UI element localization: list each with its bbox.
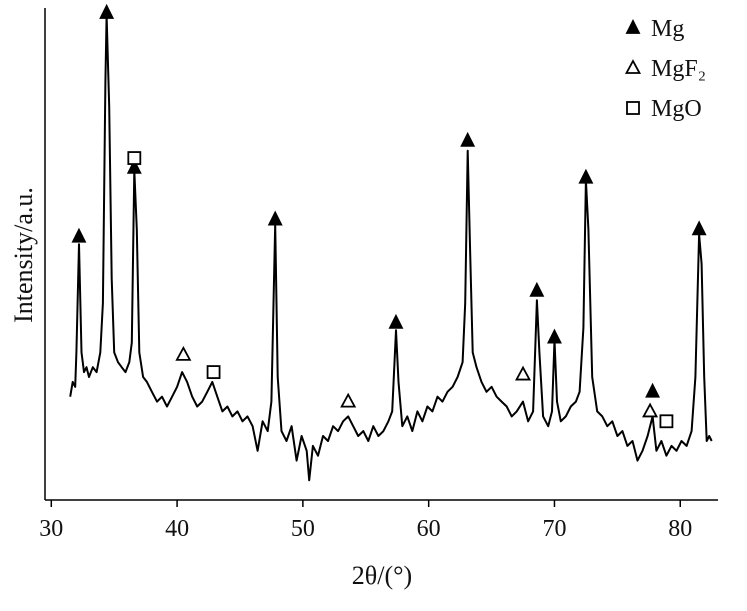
marker-mgo — [659, 414, 674, 429]
legend-label: MgO — [651, 96, 702, 122]
marker-mg — [691, 220, 707, 236]
marker-mg — [388, 313, 404, 329]
marker-mg — [625, 18, 641, 34]
marker-mg — [547, 328, 562, 344]
x-tick-label: 60 — [417, 516, 441, 542]
marker-mgf2 — [340, 392, 357, 408]
legend-label: MgF₂ — [651, 56, 706, 82]
marker-mgf2 — [642, 402, 659, 418]
legend-label: Mg — [651, 16, 684, 42]
marker-mg — [460, 131, 476, 147]
marker-mg — [578, 168, 594, 184]
x-axis-label: 2θ/(°) — [352, 561, 412, 590]
x-tick-label: 40 — [165, 516, 189, 542]
marker-mgf2 — [515, 365, 532, 381]
marker-mg — [529, 281, 545, 297]
x-tick-label: 80 — [668, 516, 692, 542]
marker-mgf2 — [624, 59, 642, 74]
marker-mg — [267, 210, 283, 226]
marker-mg — [126, 158, 142, 174]
marker-mgo — [626, 101, 640, 115]
y-axis-label: Intensity/a.u. — [9, 187, 38, 323]
marker-mgf2 — [175, 345, 192, 361]
xrd-pattern — [69, 14, 713, 482]
marker-mg — [645, 382, 661, 398]
marker-mg — [71, 227, 87, 243]
x-tick-label: 30 — [39, 516, 63, 542]
marker-mgo — [127, 151, 142, 165]
x-tick-label: 70 — [542, 516, 566, 542]
x-tick-label: 50 — [291, 516, 315, 542]
marker-mgo — [206, 365, 221, 379]
marker-mg — [99, 3, 115, 19]
